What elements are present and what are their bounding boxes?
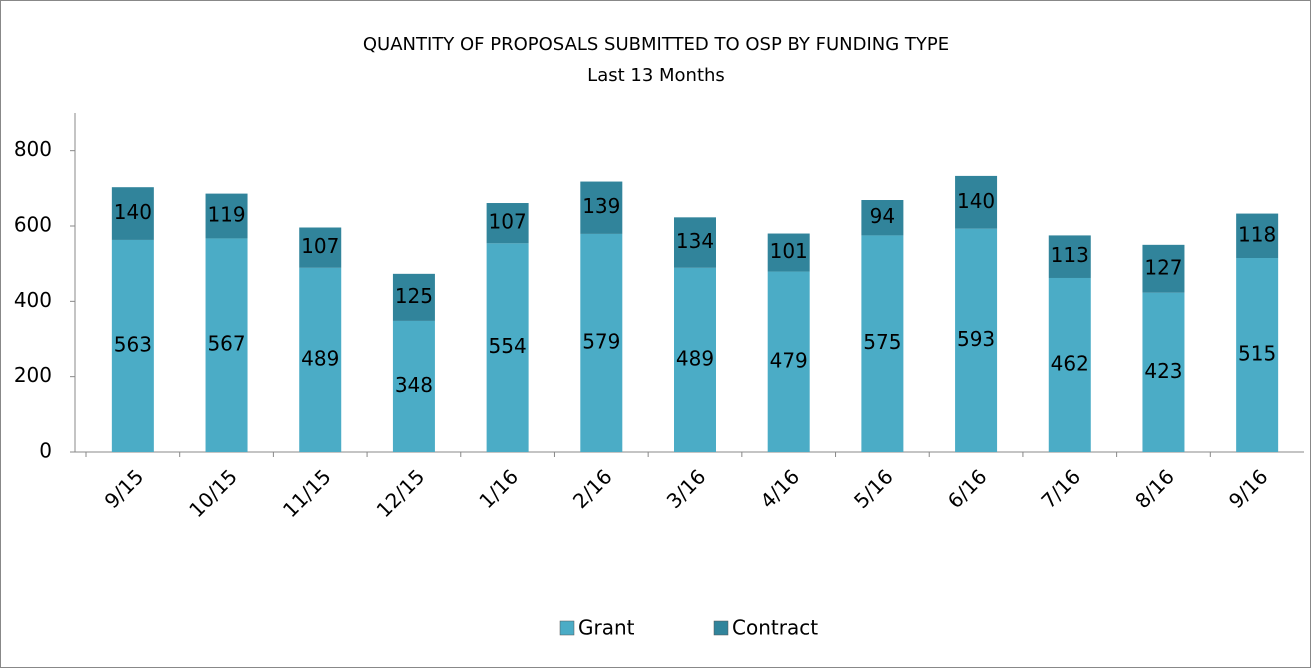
data-label: 567 — [207, 332, 245, 356]
bar-segment — [1048, 277, 1091, 452]
data-label: 515 — [1238, 342, 1276, 366]
bar-segment — [111, 239, 154, 452]
bar-segment — [861, 235, 904, 452]
bar-segment — [1236, 213, 1279, 259]
data-label: 101 — [770, 239, 808, 263]
data-label: 94 — [870, 204, 895, 228]
bar-segment — [580, 181, 623, 234]
legend-label: Contract — [732, 616, 818, 640]
bar-segment — [1236, 258, 1279, 452]
bar-segment — [955, 175, 998, 229]
data-label: 489 — [676, 346, 714, 370]
data-label: 140 — [957, 189, 995, 213]
bar-segment — [486, 203, 529, 244]
y-tick-label: 0 — [39, 439, 52, 463]
data-label: 125 — [395, 284, 433, 308]
data-label: 593 — [957, 327, 995, 351]
data-label: 113 — [1051, 243, 1089, 267]
bar-segment — [1142, 292, 1185, 452]
bar-segment — [1142, 244, 1185, 293]
chart-subtitle: Last 13 Months — [587, 65, 725, 86]
y-tick-label: 200 — [14, 363, 52, 387]
data-label: 462 — [1051, 351, 1089, 375]
data-label: 554 — [489, 334, 527, 358]
bar-segment — [767, 233, 810, 272]
bar-segment — [392, 273, 435, 321]
data-label: 139 — [582, 194, 620, 218]
bar-segment — [111, 187, 154, 240]
bar-segment — [486, 243, 529, 452]
data-label: 134 — [676, 229, 714, 253]
data-label: 118 — [1238, 222, 1276, 246]
y-tick-label: 800 — [14, 137, 52, 161]
bar-segment — [392, 320, 435, 452]
data-label: 348 — [395, 373, 433, 397]
data-label: 423 — [1144, 359, 1182, 383]
data-label: 575 — [863, 330, 901, 354]
bar-segment — [299, 227, 342, 268]
data-label: 489 — [301, 346, 339, 370]
y-tick-label: 400 — [14, 288, 52, 312]
bar-segment — [767, 271, 810, 452]
y-tick-label: 600 — [14, 213, 52, 237]
bar-segment — [205, 193, 248, 239]
bar-segment — [580, 233, 623, 452]
data-label: 107 — [489, 210, 527, 234]
data-label: 563 — [114, 332, 152, 356]
data-label: 127 — [1144, 255, 1182, 279]
data-label: 579 — [582, 329, 620, 353]
bar-segment — [1048, 235, 1091, 278]
bar-segment — [674, 217, 716, 268]
data-label: 140 — [114, 200, 152, 224]
data-label: 119 — [207, 203, 245, 227]
legend-swatch — [559, 620, 575, 636]
chart-title: QUANTITY OF PROPOSALS SUBMITTED TO OSP B… — [363, 34, 949, 55]
data-label: 479 — [770, 348, 808, 372]
bar-segment — [299, 267, 342, 452]
legend-swatch — [713, 620, 729, 636]
data-label: 107 — [301, 234, 339, 258]
bar-segment — [205, 238, 248, 452]
legend-label: Grant — [578, 616, 635, 640]
bar-segment — [674, 267, 716, 452]
bar-segment — [955, 228, 998, 452]
bar-segment — [861, 200, 904, 236]
